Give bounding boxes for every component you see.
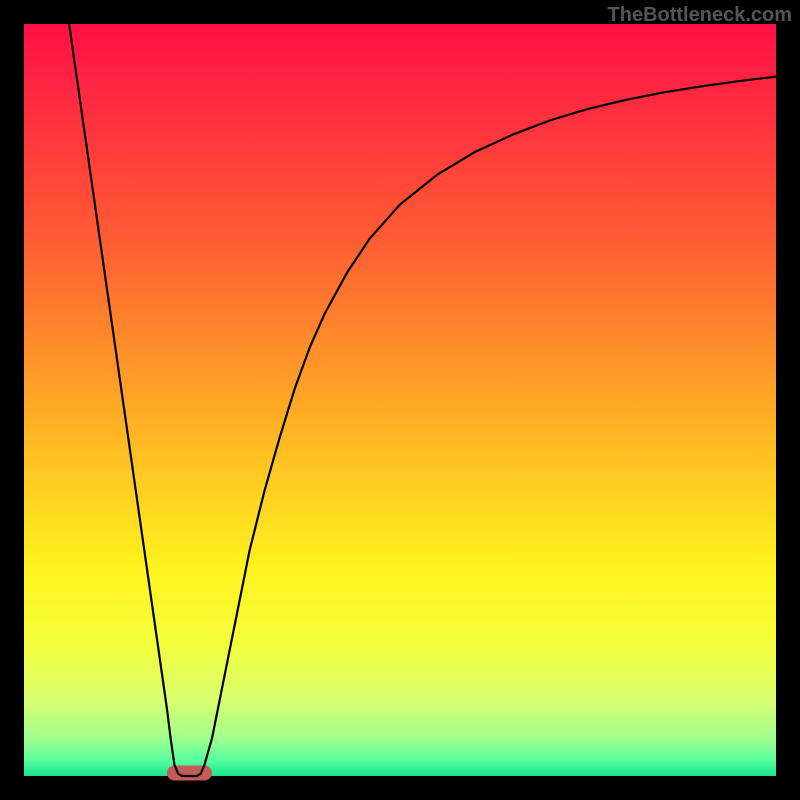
bottleneck-chart: TheBottleneck.com — [0, 0, 800, 800]
chart-svg — [0, 0, 800, 800]
optimal-marker — [167, 765, 212, 780]
watermark-text: TheBottleneck.com — [608, 4, 792, 27]
